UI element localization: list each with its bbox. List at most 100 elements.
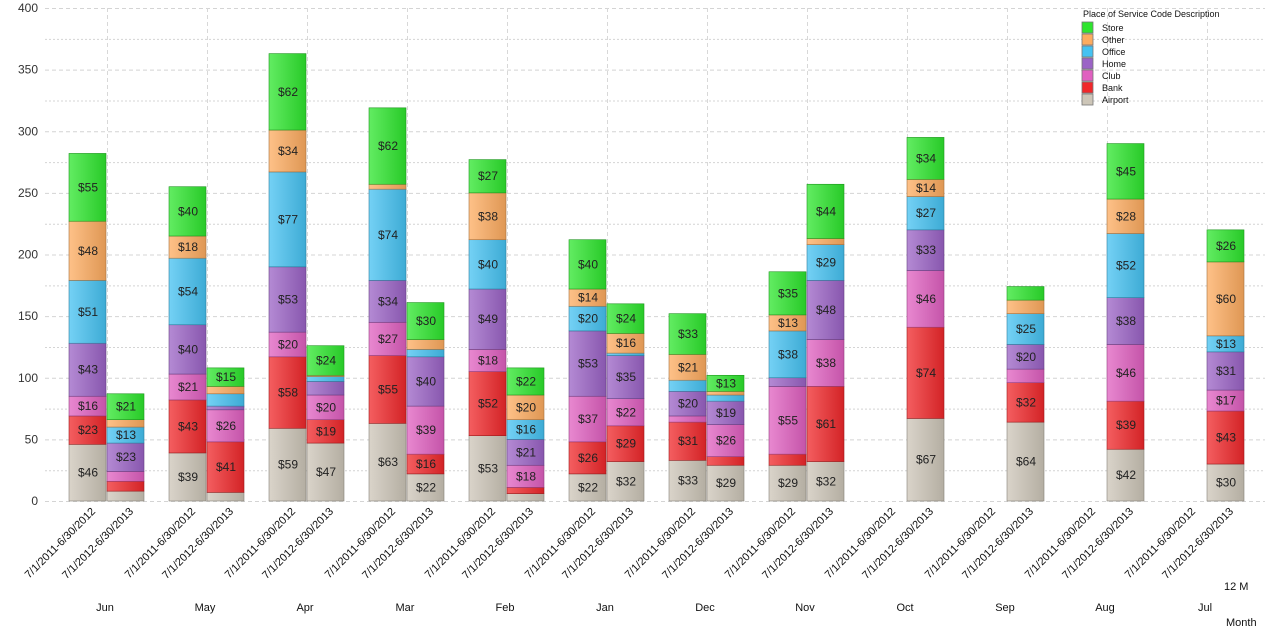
bar-segment-club[interactable] [206, 409, 245, 443]
bar-segment-home[interactable] [268, 266, 307, 333]
bar-segment-airport[interactable] [506, 493, 545, 502]
bar-segment-store[interactable] [368, 107, 407, 185]
bar-segment-bank[interactable] [768, 453, 807, 466]
bar-segment-other[interactable] [706, 391, 745, 396]
bar-segment-other[interactable] [468, 192, 507, 241]
bar-segment-store[interactable] [68, 153, 107, 222]
bar-segment-airport[interactable] [706, 464, 745, 502]
bar-stack[interactable]: $32 $61 $38 $48 $29 $44 [806, 183, 845, 502]
bar-segment-store[interactable] [106, 393, 145, 420]
bar-segment-home[interactable] [468, 288, 507, 350]
bar-segment-home[interactable] [406, 356, 445, 407]
bar-segment-office[interactable] [1106, 233, 1145, 298]
bar-segment-office[interactable] [768, 330, 807, 379]
bar-segment-office[interactable] [568, 305, 607, 332]
bar-stack[interactable]: $29 $26 $19 $13 [706, 374, 745, 502]
bar-segment-airport[interactable] [606, 461, 645, 502]
bar-segment-store[interactable] [768, 271, 807, 316]
bar-segment-bank[interactable] [706, 456, 745, 466]
bar-segment-office[interactable] [268, 171, 307, 268]
bar-segment-bank[interactable] [1006, 382, 1045, 423]
bar-segment-store[interactable] [268, 53, 307, 131]
bar-stack[interactable]: $64 $32 $20 $25 [1006, 286, 1045, 502]
bar-segment-home[interactable] [606, 355, 645, 400]
bar-segment-store[interactable] [706, 374, 745, 392]
bar-segment-bank[interactable] [468, 371, 507, 436]
bar-stack[interactable]: $59 $58 $20 $53 $77 $34 $62 [268, 53, 307, 502]
bar-segment-store[interactable] [1206, 229, 1245, 263]
bar-segment-store[interactable] [1106, 143, 1145, 200]
bar-segment-store[interactable] [168, 186, 207, 237]
bar-stack[interactable]: $53 $52 $18 $49 $40 $38 $27 [468, 159, 507, 502]
bar-segment-airport[interactable] [106, 490, 145, 502]
bar-segment-home[interactable] [568, 330, 607, 397]
bar-segment-club[interactable] [1006, 368, 1045, 383]
bar-segment-airport[interactable] [268, 427, 307, 502]
bar-segment-club[interactable] [668, 415, 707, 423]
bar-segment-home[interactable] [806, 280, 845, 340]
bar-segment-bank[interactable] [606, 425, 645, 462]
bar-segment-club[interactable] [768, 386, 807, 455]
bar-segment-home[interactable] [768, 377, 807, 387]
bar-segment-club[interactable] [806, 339, 845, 387]
bar-segment-airport[interactable] [1206, 463, 1245, 502]
bar-segment-other[interactable] [1106, 198, 1145, 234]
bar-stack[interactable]: $47 $19 $20 $24 [306, 345, 345, 502]
bar-segment-office[interactable] [206, 393, 245, 407]
bar-segment-store[interactable] [506, 367, 545, 396]
bar-stack[interactable]: $32 $29 $22 $35 $16 $24 [606, 303, 645, 502]
bar-segment-airport[interactable] [168, 452, 207, 502]
bar-segment-club[interactable] [1106, 344, 1145, 402]
bar-segment-airport[interactable] [806, 461, 845, 502]
bar-segment-office[interactable] [68, 280, 107, 344]
bar-segment-store[interactable] [406, 302, 445, 340]
bar-segment-airport[interactable] [206, 492, 245, 502]
bar-segment-office[interactable] [406, 349, 445, 358]
bar-stack[interactable]: $67 $74 $46 $33 $27 $14 $34 [906, 137, 945, 502]
bar-segment-bank[interactable] [368, 355, 407, 424]
bar-segment-club[interactable] [368, 321, 407, 356]
bar-segment-bank[interactable] [68, 415, 107, 445]
bar-segment-bank[interactable] [506, 487, 545, 494]
bar-segment-club[interactable] [106, 471, 145, 482]
bar-segment-other[interactable] [406, 339, 445, 350]
bar-segment-other[interactable] [1006, 299, 1045, 314]
bar-segment-club[interactable] [606, 398, 645, 427]
bar-segment-bank[interactable] [568, 441, 607, 475]
bar-segment-office[interactable] [1006, 313, 1045, 345]
bar-segment-office[interactable] [606, 352, 645, 356]
bar-segment-other[interactable] [268, 129, 307, 173]
bar-stack[interactable]: $33 $31 $20 $21 $33 [668, 313, 707, 502]
bar-segment-bank[interactable] [1206, 410, 1245, 465]
bar-segment-home[interactable] [168, 324, 207, 375]
bar-segment-home[interactable] [1106, 297, 1145, 345]
bar-stack[interactable]: $29 $55 $38 $13 $35 [768, 271, 807, 502]
bar-stack[interactable]: $30 $43 $17 $31 $13 $60 $26 [1206, 229, 1245, 502]
bar-segment-home[interactable] [506, 439, 545, 466]
bar-segment-airport[interactable] [1006, 421, 1045, 502]
bar-stack[interactable]: $42 $39 $46 $38 $52 $28 $45 [1106, 143, 1145, 502]
bar-segment-bank[interactable] [1106, 400, 1145, 450]
bar-segment-bank[interactable] [168, 399, 207, 454]
bar-segment-home[interactable] [1206, 351, 1245, 391]
bar-stack[interactable]: $22 $26 $37 $53 $20 $14 $40 [568, 239, 607, 502]
bar-stack[interactable]: $18 $21 $16 $20 $22 [506, 367, 545, 502]
bar-segment-club[interactable] [168, 373, 207, 401]
bar-stack[interactable]: $63 $55 $27 $34 $74 $62 [368, 107, 407, 502]
bar-segment-office[interactable] [468, 239, 507, 290]
bar-segment-other[interactable] [68, 220, 107, 281]
bar-segment-airport[interactable] [768, 464, 807, 502]
bar-stack[interactable]: $46 $23 $16 $43 $51 $48 $55 [68, 153, 107, 502]
bar-segment-other[interactable] [506, 394, 545, 420]
bar-segment-other[interactable] [206, 386, 245, 395]
bar-segment-other[interactable] [806, 238, 845, 245]
bar-stack[interactable]: $22 $16 $39 $40 $30 [406, 302, 445, 502]
bar-segment-club[interactable] [568, 395, 607, 443]
bar-segment-bank[interactable] [106, 480, 145, 492]
bar-segment-other[interactable] [368, 183, 407, 190]
bar-segment-store[interactable] [906, 137, 945, 180]
bar-segment-airport[interactable] [1106, 448, 1145, 502]
bar-segment-home[interactable] [1006, 344, 1045, 370]
bar-segment-home[interactable] [206, 405, 245, 411]
bar-segment-club[interactable] [268, 331, 307, 358]
